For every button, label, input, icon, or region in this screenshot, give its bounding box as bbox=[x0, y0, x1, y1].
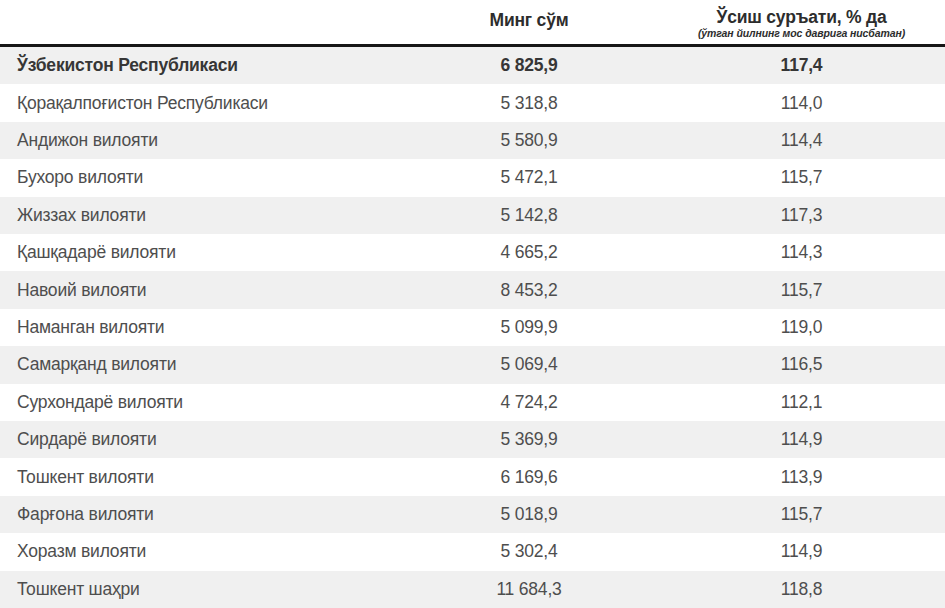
table-body: Ўзбекистон Республикаси 6 825,9 117,4 Қо… bbox=[0, 47, 945, 608]
header-growth-cell: Ўсиш суръати, % да (ўтган йилнинг мос да… bbox=[658, 0, 945, 44]
growth-cell: 115,7 bbox=[658, 280, 945, 301]
header-region-cell bbox=[0, 0, 400, 44]
table-row: Қорақалпоғистон Республикаси 5 318,8 114… bbox=[0, 84, 945, 121]
region-name: Андижон вилояти bbox=[0, 130, 400, 151]
growth-cell: 114,3 bbox=[658, 242, 945, 263]
column-header-value: Минг сўм bbox=[400, 0, 658, 44]
regions-statistics-table: Минг сўм Ўсиш суръати, % да (ўтган йилни… bbox=[0, 0, 945, 608]
table-row: Самарқанд вилояти 5 069,4 116,5 bbox=[0, 346, 945, 383]
growth-cell: 119,0 bbox=[658, 317, 945, 338]
table-row: Ўзбекистон Республикаси 6 825,9 117,4 bbox=[0, 47, 945, 84]
value-cell: 6 825,9 bbox=[400, 55, 658, 76]
growth-cell: 115,7 bbox=[658, 167, 945, 188]
value-cell: 5 318,8 bbox=[400, 93, 658, 114]
table-row: Тошкент вилояти 6 169,6 113,9 bbox=[0, 458, 945, 495]
column-header-growth: Ўсиш суръати, % да bbox=[717, 7, 887, 27]
table-row: Хоразм вилояти 5 302,4 114,9 bbox=[0, 533, 945, 570]
region-name: Қашқадарё вилояти bbox=[0, 242, 400, 263]
table-row: Қашқадарё вилояти 4 665,2 114,3 bbox=[0, 234, 945, 271]
value-cell: 5 069,4 bbox=[400, 354, 658, 375]
region-name: Навоий вилояти bbox=[0, 280, 400, 301]
value-cell: 4 665,2 bbox=[400, 242, 658, 263]
value-cell: 5 018,9 bbox=[400, 504, 658, 525]
table-row: Бухоро вилояти 5 472,1 115,7 bbox=[0, 159, 945, 196]
region-name: Қорақалпоғистон Республикаси bbox=[0, 93, 400, 114]
growth-cell: 117,3 bbox=[658, 205, 945, 226]
value-cell: 5 099,9 bbox=[400, 317, 658, 338]
value-cell: 6 169,6 bbox=[400, 467, 658, 488]
growth-cell: 115,7 bbox=[658, 504, 945, 525]
growth-cell: 117,4 bbox=[658, 55, 945, 76]
column-header-growth-note: (ўтган йилнинг мос даврига нисбатан) bbox=[698, 27, 905, 40]
table-row: Навоий вилояти 8 453,2 115,7 bbox=[0, 271, 945, 308]
value-cell: 11 684,3 bbox=[400, 579, 658, 600]
region-name: Наманган вилояти bbox=[0, 317, 400, 338]
value-cell: 4 724,2 bbox=[400, 392, 658, 413]
table-row: Сирдарё вилояти 5 369,9 114,9 bbox=[0, 421, 945, 458]
growth-cell: 114,9 bbox=[658, 541, 945, 562]
growth-cell: 113,9 bbox=[658, 467, 945, 488]
growth-cell: 112,1 bbox=[658, 392, 945, 413]
region-name: Самарқанд вилояти bbox=[0, 354, 400, 375]
region-name: Хоразм вилояти bbox=[0, 541, 400, 562]
region-name: Ўзбекистон Республикаси bbox=[0, 55, 400, 76]
value-cell: 5 472,1 bbox=[400, 167, 658, 188]
table-header: Минг сўм Ўсиш суръати, % да (ўтган йилни… bbox=[0, 0, 945, 47]
table-row: Тошкент шаҳри 11 684,3 118,8 bbox=[0, 571, 945, 608]
value-cell: 5 580,9 bbox=[400, 130, 658, 151]
region-name: Жиззах вилояти bbox=[0, 205, 400, 226]
region-name: Тошкент шаҳри bbox=[0, 579, 400, 600]
region-name: Сурхондарё вилояти bbox=[0, 392, 400, 413]
region-name: Фарғона вилояти bbox=[0, 504, 400, 525]
value-cell: 8 453,2 bbox=[400, 280, 658, 301]
table-row: Сурхондарё вилояти 4 724,2 112,1 bbox=[0, 384, 945, 421]
value-cell: 5 142,8 bbox=[400, 205, 658, 226]
table-row: Наманган вилояти 5 099,9 119,0 bbox=[0, 309, 945, 346]
table-row: Фарғона вилояти 5 018,9 115,7 bbox=[0, 496, 945, 533]
region-name: Сирдарё вилояти bbox=[0, 429, 400, 450]
growth-cell: 114,9 bbox=[658, 429, 945, 450]
value-cell: 5 369,9 bbox=[400, 429, 658, 450]
growth-cell: 116,5 bbox=[658, 354, 945, 375]
region-name: Тошкент вилояти bbox=[0, 467, 400, 488]
table-row: Жиззах вилояти 5 142,8 117,3 bbox=[0, 197, 945, 234]
growth-cell: 114,4 bbox=[658, 130, 945, 151]
growth-cell: 118,8 bbox=[658, 579, 945, 600]
region-name: Бухоро вилояти bbox=[0, 167, 400, 188]
value-cell: 5 302,4 bbox=[400, 541, 658, 562]
table-row: Андижон вилояти 5 580,9 114,4 bbox=[0, 122, 945, 159]
growth-cell: 114,0 bbox=[658, 93, 945, 114]
